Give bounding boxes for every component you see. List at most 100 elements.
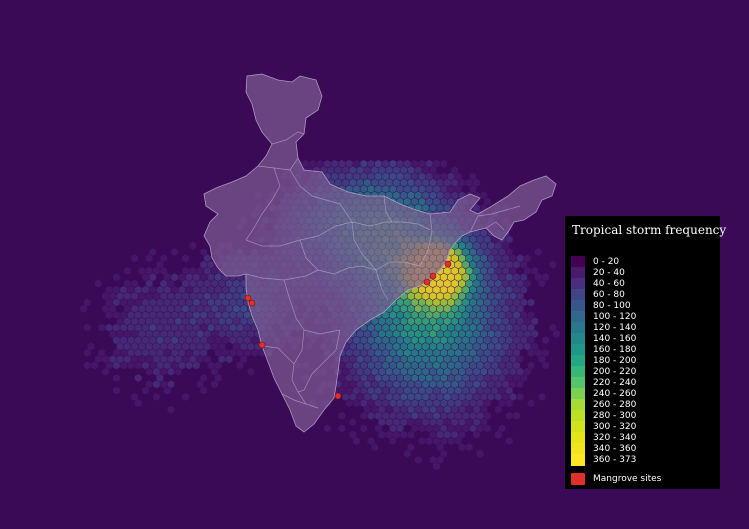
storm-hex (414, 166, 422, 174)
storm-hex (131, 393, 138, 401)
storm-hex (185, 298, 193, 307)
storm-hex (494, 367, 502, 376)
storm-hex (400, 342, 408, 351)
storm-hex (400, 380, 408, 389)
storm-hex (494, 292, 502, 300)
storm-hex (444, 367, 451, 376)
storm-hex (498, 285, 506, 294)
storm-hex (338, 361, 346, 370)
storm-hex (451, 178, 458, 187)
storm-hex (360, 386, 368, 395)
storm-hex (498, 386, 506, 395)
storm-hex (505, 348, 513, 357)
storm-hex (516, 393, 524, 401)
storm-hex (487, 304, 495, 313)
storm-hex (480, 317, 488, 326)
storm-hex (440, 336, 448, 345)
storm-hex (371, 342, 378, 351)
storm-hex (378, 418, 386, 426)
storm-hex (98, 348, 106, 357)
storm-hex (349, 418, 357, 426)
legend-swatch (571, 311, 585, 323)
storm-hex (436, 292, 444, 300)
storm-hex (469, 298, 477, 307)
storm-hex (353, 159, 360, 168)
storm-hex (316, 159, 324, 168)
storm-hex (244, 311, 251, 319)
storm-hex (520, 336, 528, 345)
storm-hex (145, 254, 153, 263)
storm-hex (440, 285, 448, 294)
storm-hex (182, 267, 189, 275)
storm-hex (389, 185, 397, 193)
storm-hex (178, 311, 186, 319)
storm-hex (444, 204, 451, 212)
storm-hex (433, 285, 440, 294)
storm-hex (156, 348, 164, 357)
storm-hex (356, 330, 364, 338)
storm-hex (382, 172, 389, 181)
storm-hex (462, 424, 469, 433)
storm-hex (473, 204, 480, 212)
storm-hex (134, 361, 142, 370)
storm-hex (116, 317, 124, 326)
storm-hex (203, 355, 211, 363)
storm-hex (429, 292, 437, 300)
storm-hex (414, 405, 422, 414)
storm-hex (200, 298, 208, 307)
storm-hex (196, 267, 204, 275)
storm-hex (171, 298, 178, 307)
storm-hex (476, 399, 484, 408)
storm-hex (113, 285, 120, 294)
storm-hex (513, 273, 520, 282)
storm-hex (196, 292, 204, 300)
storm-hex (469, 235, 477, 244)
storm-hex (484, 374, 491, 382)
storm-hex (171, 323, 178, 332)
storm-hex (429, 204, 437, 212)
storm-hex (342, 393, 349, 401)
storm-hex (142, 361, 149, 370)
storm-hex (222, 348, 229, 357)
storm-hex (240, 355, 248, 363)
storm-hex (193, 336, 200, 345)
storm-hex (203, 292, 211, 300)
storm-hex (167, 405, 175, 414)
storm-hex (436, 393, 444, 401)
storm-hex (425, 348, 433, 357)
storm-hex (447, 348, 455, 357)
storm-hex (440, 159, 448, 168)
storm-hex (203, 304, 211, 313)
storm-hex (360, 399, 368, 408)
storm-hex (520, 323, 528, 332)
storm-hex (120, 336, 127, 345)
storm-hex (418, 424, 426, 433)
storm-hex (414, 191, 422, 200)
storm-hex (509, 380, 517, 389)
storm-hex (440, 348, 448, 357)
storm-hex (247, 317, 255, 326)
storm-hex (447, 311, 455, 319)
storm-hex (451, 342, 458, 351)
storm-hex (476, 336, 484, 345)
storm-hex (462, 411, 469, 420)
storm-hex (364, 166, 371, 174)
storm-hex (498, 323, 506, 332)
storm-hex (433, 311, 440, 319)
storm-hex (229, 323, 237, 332)
storm-hex (127, 311, 135, 319)
storm-hex (473, 430, 480, 439)
storm-hex (513, 323, 520, 332)
storm-hex (418, 185, 426, 193)
storm-hex (458, 355, 466, 363)
storm-hex (142, 323, 149, 332)
storm-hex (153, 355, 160, 363)
storm-hex (189, 292, 197, 300)
storm-hex (345, 159, 353, 168)
storm-hex (444, 279, 451, 288)
storm-hex (440, 185, 448, 193)
storm-hex (163, 361, 171, 370)
storm-hex (473, 380, 480, 389)
storm-hex (505, 437, 513, 445)
storm-hex (182, 317, 189, 326)
